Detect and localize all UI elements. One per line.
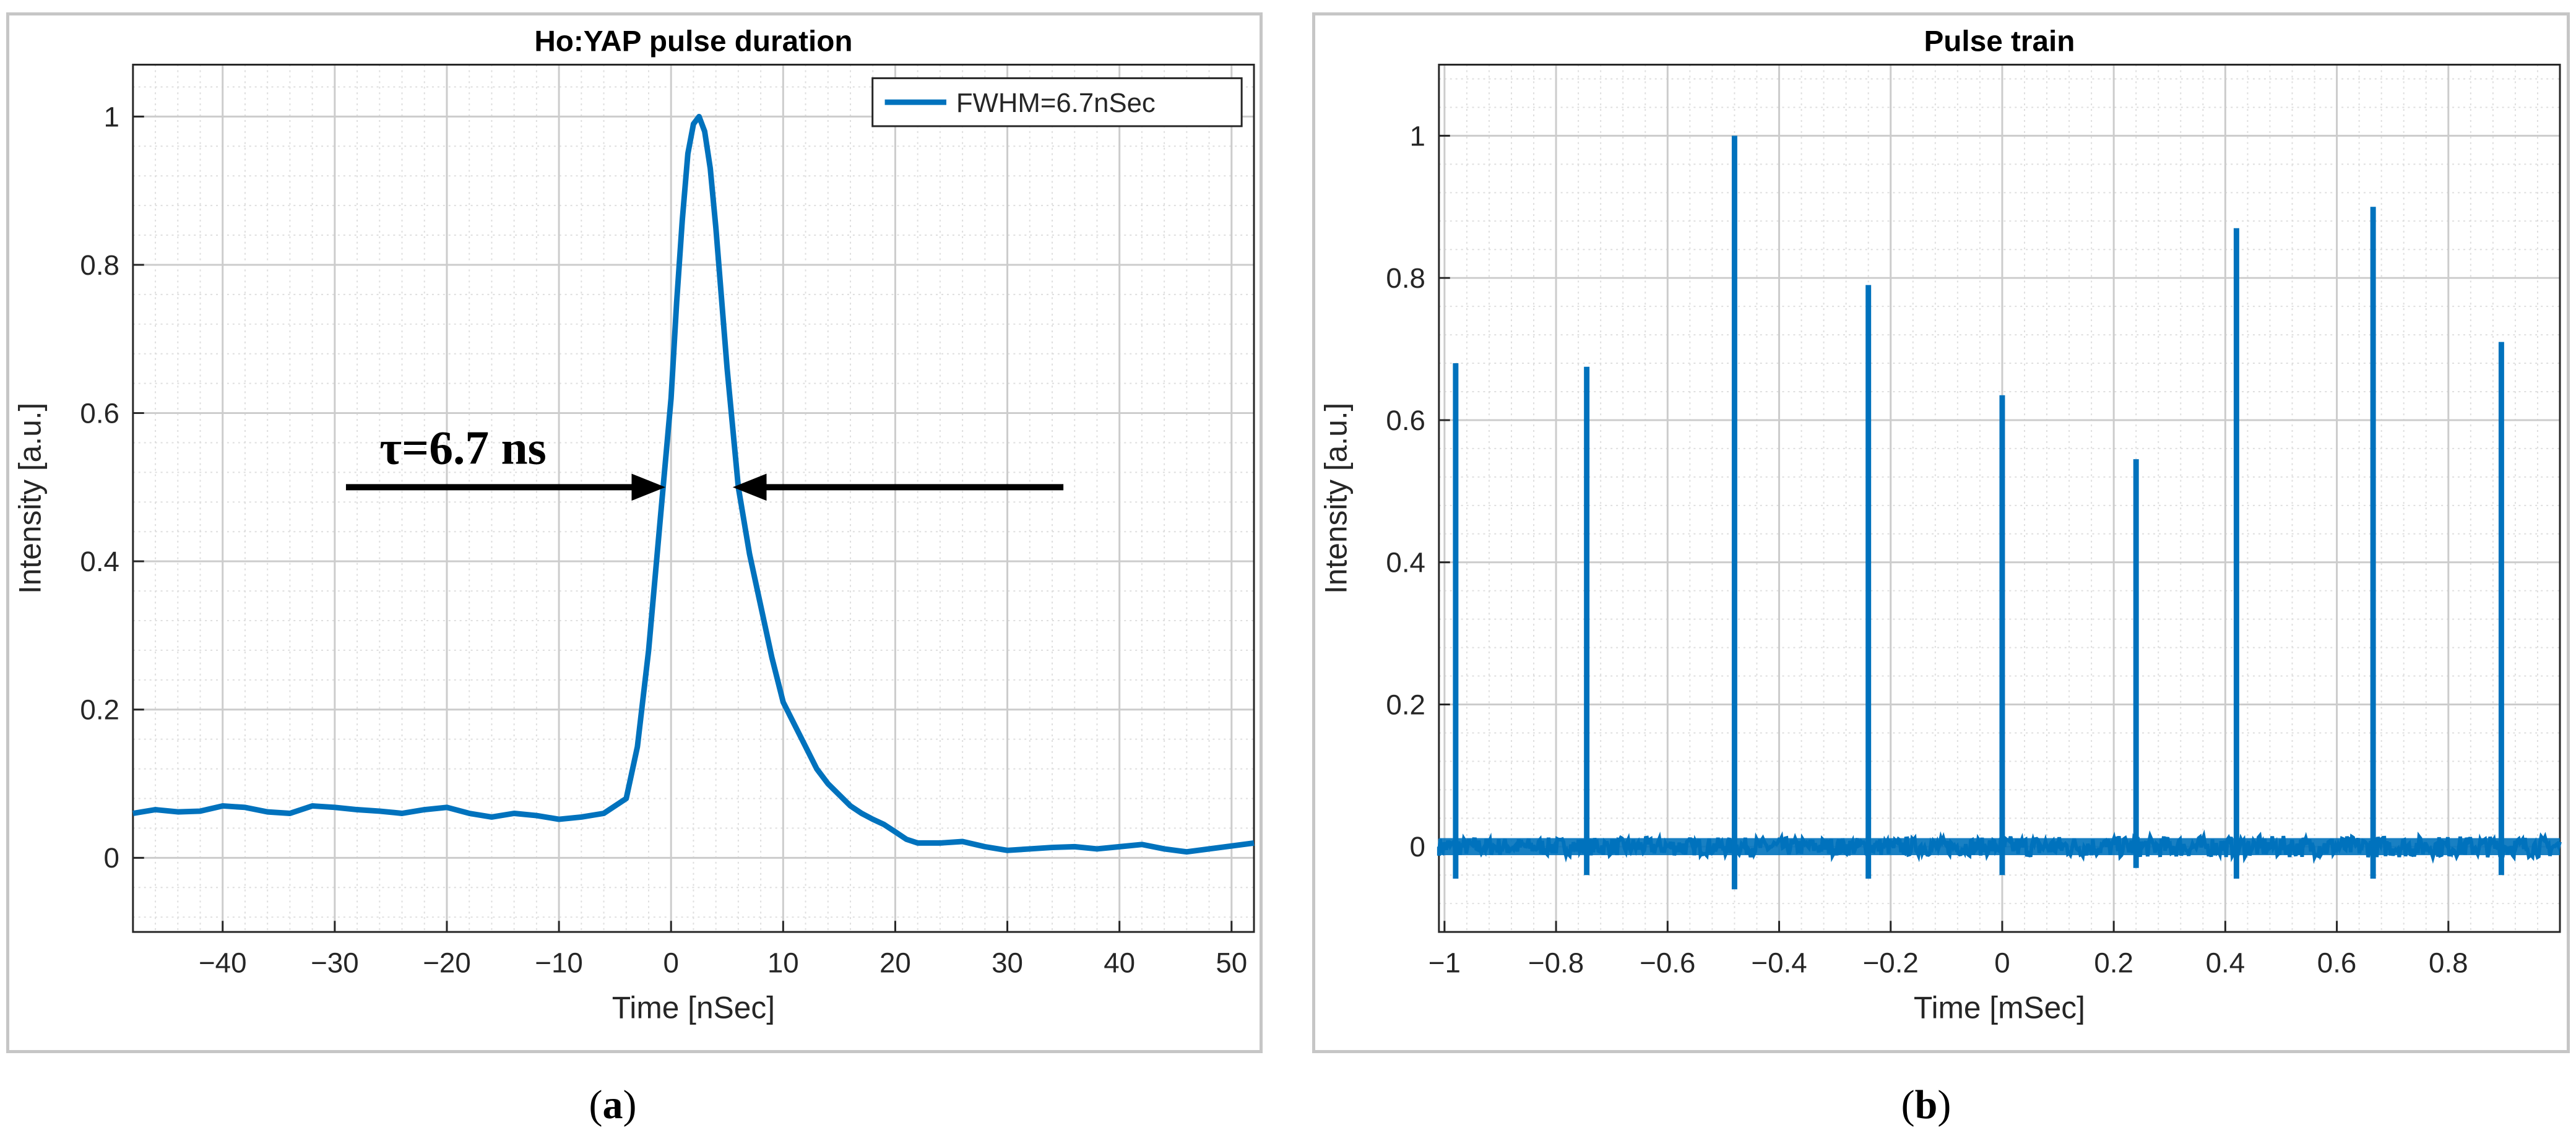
legend-label: FWHM=6.7nSec — [956, 88, 1156, 118]
x-tick-label: 10 — [767, 947, 799, 979]
caption-b: (b) — [1901, 1082, 1951, 1127]
x-tick-label: −0.6 — [1640, 947, 1695, 979]
chart-title: Ho:YAP pulse duration — [534, 25, 852, 58]
baseline-band — [1438, 838, 2561, 856]
axes-frame — [132, 64, 1255, 933]
y-tick-label: 0.4 — [80, 546, 119, 577]
x-tick-label: −30 — [311, 947, 359, 979]
x-tick-label: −40 — [199, 947, 247, 979]
tau-annotation: τ=6.7 ns — [379, 421, 546, 475]
y-tick-label: 0.8 — [80, 249, 119, 281]
x-tick-label: −0.2 — [1863, 947, 1919, 979]
x-tick-label: −1 — [1428, 947, 1461, 979]
y-tick-label: 0.4 — [1386, 547, 1425, 579]
y-tick-label: 0 — [1410, 831, 1425, 863]
x-tick-label: 0.4 — [2206, 947, 2245, 979]
x-tick-label: −10 — [535, 947, 583, 979]
y-tick-label: 1 — [104, 101, 119, 132]
chart-title: Pulse train — [1924, 25, 2075, 58]
x-tick-label: −0.8 — [1528, 947, 1584, 979]
y-axis-label: Intensity [a.u.] — [1319, 403, 1354, 594]
x-axis-label: Time [mSec] — [1914, 990, 2085, 1025]
chart-a: −40 −30 −20 −10 0 10 20 30 40 50 0 0.2 0.4 0.6 0.8 1 Ho:… — [13, 25, 1255, 1025]
y-tick-label: 0.6 — [80, 397, 119, 429]
x-tick-label: 0 — [663, 947, 678, 979]
y-tick-label: 0.2 — [80, 694, 119, 726]
x-tick-label: 0.6 — [2317, 947, 2357, 979]
x-tick-label: 50 — [1216, 947, 1247, 979]
x-tick-label: 40 — [1104, 947, 1135, 979]
caption-a: (a) — [589, 1082, 637, 1127]
right-arrow-head — [732, 473, 767, 501]
y-tick-label: 0.2 — [1386, 689, 1425, 720]
x-tick-label: 0.2 — [2094, 947, 2133, 979]
y-tick-label: 0 — [104, 842, 119, 874]
x-tick-label: −20 — [423, 947, 471, 979]
x-tick-label: −0.4 — [1751, 947, 1807, 979]
pulse-line — [132, 113, 1255, 855]
panel-a: −40 −30 −20 −10 0 10 20 30 40 50 0 0.2 0.4 0.6 0.8 1 Ho:… — [6, 12, 1263, 1053]
axes-frame — [1438, 64, 2561, 933]
caption-a-letter: a — [602, 1082, 623, 1127]
chart-b: −1 −0.8 −0.6 −0.4 −0.2 0 0.2 0.4 0.6 0.8 0 0.2 0.4 0.… — [1319, 25, 2562, 1025]
x-tick-label: 30 — [992, 947, 1023, 979]
x-tick-label: 20 — [880, 947, 911, 979]
y-tick-label: 0.6 — [1386, 405, 1425, 436]
x-tick-label: 0.8 — [2429, 947, 2468, 979]
left-arrow-head — [631, 473, 666, 501]
panel-b: −1 −0.8 −0.6 −0.4 −0.2 0 0.2 0.4 0.6 0.8 0 0.2 0.4 0.… — [1312, 12, 2570, 1053]
y-tick-label: 0.8 — [1386, 262, 1425, 294]
y-tick-label: 1 — [1410, 120, 1425, 152]
x-axis-label: Time [nSec] — [612, 990, 775, 1025]
x-tick-label: 0 — [1994, 947, 2010, 979]
caption-b-letter: b — [1914, 1082, 1938, 1127]
y-axis-label: Intensity [a.u.] — [13, 403, 48, 594]
